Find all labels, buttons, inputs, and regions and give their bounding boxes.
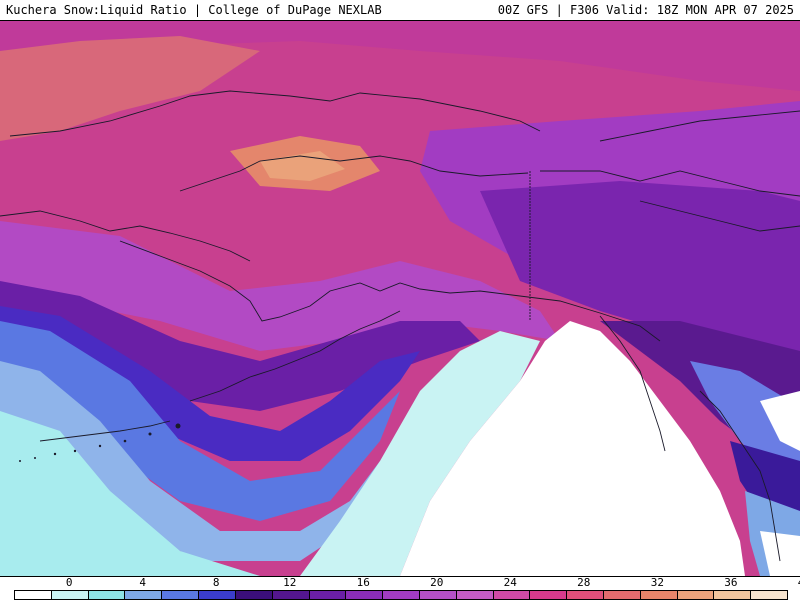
legend-swatch [751,591,788,599]
arctic-salmon-region [0,36,260,141]
arctic-pink-region [0,21,800,91]
pnw-white [760,531,800,576]
legend-color-bar [14,590,788,600]
legend-swatch [456,591,494,599]
legend-swatch [272,591,310,599]
color-legend: 0 4 8 12 16 20 24 28 32 36 40 [0,577,800,600]
legend-swatch [88,591,126,599]
legend-swatch [640,591,678,599]
legend-swatch [51,591,89,599]
legend-tick-label: 28 [577,576,591,589]
bc-coast-white [760,391,800,451]
legend-tick-label: 4 [139,576,146,589]
legend-swatch [493,591,531,599]
legend-tick-label: 40 [798,577,800,588]
legend-swatch [383,591,420,599]
legend-swatch [346,591,384,599]
legend-swatch [677,591,715,599]
blue-band [0,321,400,521]
legend-swatch [714,591,752,599]
legend-swatch [235,591,273,599]
legend-swatch [567,591,604,599]
cyan-band [0,411,260,576]
legend-swatch [199,591,236,599]
legend-swatch [419,591,457,599]
legend-swatch [530,591,568,599]
legend-swatch [125,591,163,599]
legend-swatch [15,591,52,599]
legend-tick-label: 0 [65,576,73,589]
indigo-band [0,306,420,461]
legend-tick-label: 20 [430,576,444,589]
legend-tick-label: 32 [650,576,664,589]
legend-tick-label: 8 [212,576,220,589]
legend-tick-labels: 0 4 8 12 16 20 24 28 32 36 40 [0,577,800,589]
legend-tick-label: 12 [283,576,297,589]
violet-band [0,221,560,351]
product-title: Kuchera Snow:Liquid Ratio | College of D… [6,3,382,17]
gulf-of-alaska-low-ratio [400,321,745,576]
coastlines [0,90,800,562]
legend-tick-label: 16 [356,576,370,589]
canada-purple-region [480,181,800,351]
legend-tick-label: 24 [503,576,517,589]
bc-interior-purple [730,441,800,521]
legend-swatch [604,591,641,599]
pacific-cyan-region [300,331,540,576]
aleutian-islands [19,423,181,462]
snow-ratio-map [0,21,800,577]
legend-tick-label: 36 [724,576,738,589]
legend-swatch [309,591,347,599]
model-valid-time: 00Z GFS | F306 Valid: 18Z MON APR 07 202… [497,3,794,17]
map-header: Kuchera Snow:Liquid Ratio | College of D… [0,0,800,21]
legend-swatch [162,591,200,599]
